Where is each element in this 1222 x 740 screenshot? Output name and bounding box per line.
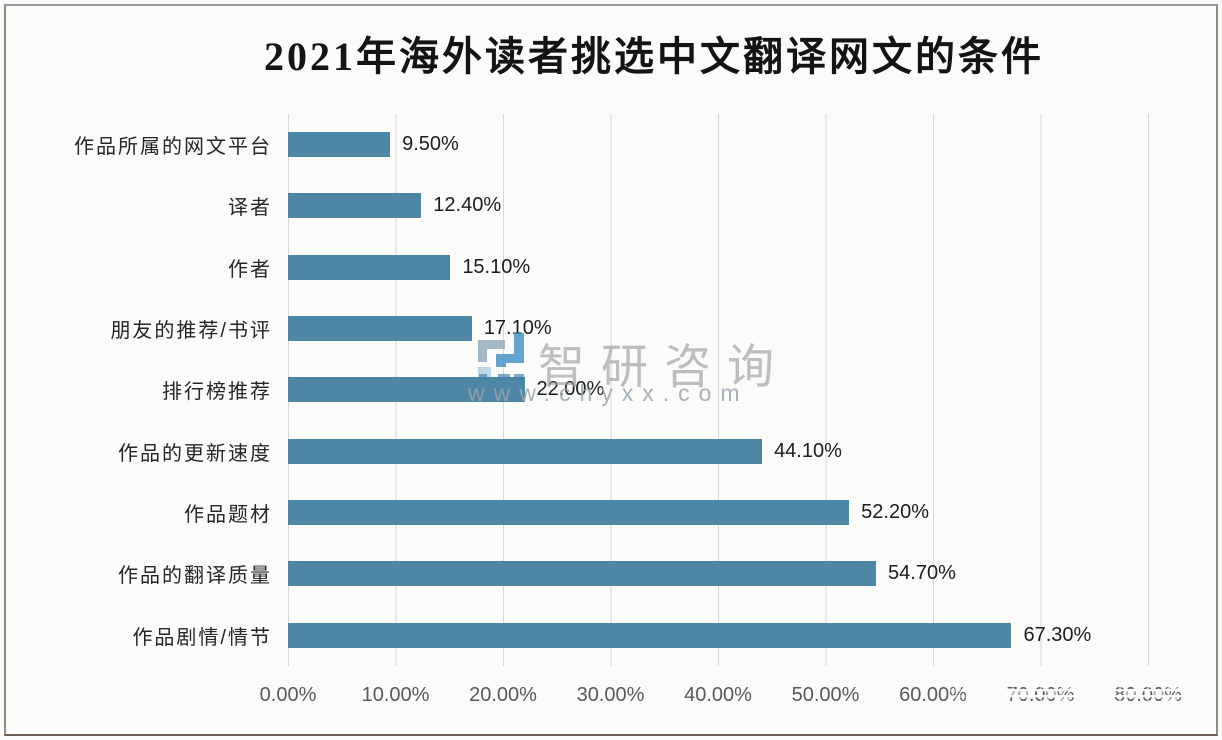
bar (288, 193, 422, 219)
category-label: 排行榜推荐 (162, 381, 272, 404)
category-label: 作品的翻译质量 (118, 565, 272, 588)
bar-row: 排行榜推荐 22.00% (0, 359, 1222, 420)
value-label: 12.40% (433, 194, 502, 217)
bar-track: 15.10% (288, 237, 1148, 298)
x-tick: 70.00% (983, 682, 1098, 709)
bar-row: 作品的更新速度 44.10% (0, 421, 1222, 482)
bar-row: 译者 12.40% (0, 175, 1222, 236)
bar-track: 44.10% (288, 421, 1148, 482)
x-tick: 0.00% (259, 684, 317, 706)
category-label: 译者 (228, 197, 272, 220)
category-label: 作品题材 (184, 504, 272, 527)
bar-track: 67.30% (288, 605, 1148, 666)
x-tick: 50.00% (791, 684, 860, 706)
bar (288, 438, 763, 464)
chart-title: 2021年海外读者挑选中文翻译网文的条件 (264, 34, 1044, 79)
bar-row: 作品剧情/情节 67.30% (0, 605, 1222, 666)
x-tick: 40.00% (684, 684, 752, 706)
bar-row: 作品所属的网文平台 9.50% (0, 114, 1222, 175)
bar-track: 54.70% (288, 543, 1148, 604)
bar-track: 9.50% (288, 114, 1148, 175)
bar-row: 作者 15.10% (0, 237, 1222, 298)
bar-rows: 作品所属的网文平台 9.50% 译者 12.40% 作者 15.10% 朋友的推… (0, 114, 1222, 666)
bar (288, 132, 391, 158)
bar (288, 254, 451, 280)
x-tick: 80.00% (1091, 682, 1205, 709)
x-tick: 20.00% (469, 684, 537, 706)
value-label: 17.10% (483, 317, 552, 340)
bar-row: 作品的翻译质量 54.70% (0, 543, 1222, 604)
bar (288, 377, 525, 403)
x-tick: 30.00% (576, 684, 645, 706)
bar (288, 316, 472, 342)
value-label: 15.10% (462, 255, 531, 278)
bar (288, 561, 877, 587)
bar-row: 朋友的推荐/书评 17.10% (0, 298, 1222, 359)
bar-track: 22.00% (288, 359, 1148, 420)
category-label: 作者 (228, 258, 272, 281)
x-tick: 60.00% (899, 684, 967, 706)
bar (288, 622, 1012, 648)
value-label: 9.50% (402, 133, 459, 156)
value-label: 52.20% (861, 501, 929, 524)
x-tick: 10.00% (361, 684, 430, 706)
bar-row: 作品题材 52.20% (0, 482, 1222, 543)
bar (288, 500, 850, 526)
bar-track: 52.20% (288, 482, 1148, 543)
value-label: 44.10% (774, 439, 842, 462)
bar-track: 17.10% (288, 298, 1148, 359)
value-label: 54.70% (888, 562, 956, 585)
category-label: 作品的更新速度 (118, 442, 272, 465)
value-label: 67.30% (1023, 623, 1092, 646)
value-label: 22.00% (536, 378, 605, 401)
category-label: 作品剧情/情节 (132, 626, 272, 649)
category-label: 朋友的推荐/书评 (110, 320, 272, 343)
x-axis: 0.00% 10.00% 20.00% 30.00% 40.00% 50.00%… (0, 682, 1222, 714)
category-label: 作品所属的网文平台 (74, 136, 272, 159)
bar-track: 12.40% (288, 175, 1148, 236)
